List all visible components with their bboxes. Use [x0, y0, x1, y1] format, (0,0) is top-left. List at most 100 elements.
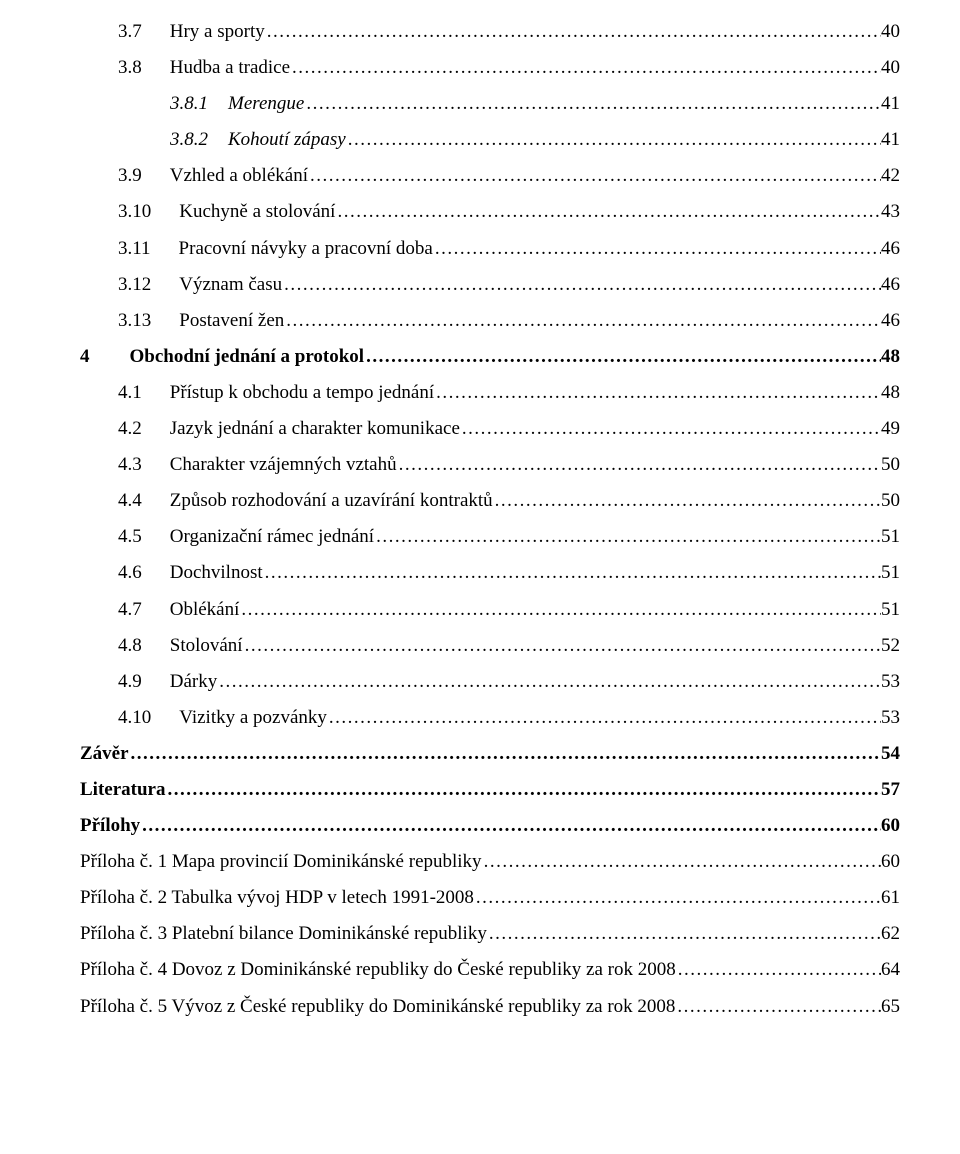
- toc-number: 3.8: [118, 50, 142, 86]
- toc-number: 4.10: [118, 700, 151, 736]
- toc-entry: Příloha č. 5 Vývoz z České republiky do …: [80, 989, 900, 1025]
- toc-leader-dots: [397, 447, 881, 483]
- toc-label: 3.8.1Merengue: [170, 86, 304, 122]
- toc-page-number: 61: [881, 880, 900, 916]
- toc-page-number: 51: [881, 592, 900, 628]
- toc-entry: 4.8Stolování 52: [80, 628, 900, 664]
- toc-title: Dárky: [170, 664, 217, 700]
- toc-number: 4.7: [118, 592, 142, 628]
- table-of-contents: 3.7Hry a sporty403.8Hudba a tradice403.8…: [80, 14, 900, 1025]
- toc-page-number: 51: [881, 519, 900, 555]
- toc-title: Charakter vzájemných vztahů: [170, 447, 397, 483]
- toc-page-number: 50: [881, 447, 900, 483]
- toc-title: Příloha č. 2 Tabulka vývoj HDP v letech …: [80, 880, 474, 916]
- toc-label: Příloha č. 1 Mapa provincií Dominikánské…: [80, 844, 482, 880]
- toc-entry: 4.3Charakter vzájemných vztahů 50: [80, 447, 900, 483]
- toc-page-number: 51: [881, 555, 900, 591]
- toc-label: Přílohy: [80, 808, 140, 844]
- toc-title: Příloha č. 5 Vývoz z České republiky do …: [80, 989, 675, 1025]
- toc-label: 3.12Význam času: [118, 267, 282, 303]
- toc-entry: 4Obchodní jednání a protokol48: [80, 339, 900, 375]
- toc-title: Hry a sporty: [170, 14, 265, 50]
- toc-page-number: 52: [881, 628, 900, 664]
- toc-label: Příloha č. 3 Platební bilance Dominikáns…: [80, 916, 487, 952]
- toc-number: 3.8.2: [170, 122, 208, 158]
- toc-entry: 4.7 Oblékání 51: [80, 592, 900, 628]
- toc-leader-dots: [243, 628, 881, 664]
- toc-entry: 3.7 Hry a sporty 40: [80, 14, 900, 50]
- toc-leader-dots: [364, 339, 881, 375]
- toc-title: Oblékání: [170, 592, 240, 628]
- toc-page-number: 42: [881, 158, 900, 194]
- toc-label: 4.3Charakter vzájemných vztahů: [118, 447, 397, 483]
- toc-entry: Příloha č. 2 Tabulka vývoj HDP v letech …: [80, 880, 900, 916]
- toc-leader-dots: [487, 916, 881, 952]
- toc-leader-dots: [165, 772, 881, 808]
- toc-page-number: 40: [881, 14, 900, 50]
- toc-leader-dots: [460, 411, 881, 447]
- toc-number: 4.4: [118, 483, 142, 519]
- toc-page-number: 46: [881, 303, 900, 339]
- toc-leader-dots: [346, 122, 881, 158]
- toc-page-number: 50: [881, 483, 900, 519]
- toc-label: 3.8 Hudba a tradice: [118, 50, 290, 86]
- toc-number: 3.10: [118, 194, 151, 230]
- toc-title: Způsob rozhodování a uzavírání kontraktů: [170, 483, 493, 519]
- toc-label: 4.1 Přístup k obchodu a tempo jednání: [118, 375, 434, 411]
- toc-label: 4.6 Dochvilnost: [118, 555, 263, 591]
- toc-label: 4.5Organizační rámec jednání: [118, 519, 374, 555]
- toc-title: Literatura: [80, 772, 165, 808]
- toc-label: 4Obchodní jednání a protokol: [80, 339, 364, 375]
- toc-label: 4.2Jazyk jednání a charakter komunikace: [118, 411, 460, 447]
- toc-title: Přístup k obchodu a tempo jednání: [170, 375, 434, 411]
- toc-title: Dochvilnost: [170, 555, 263, 591]
- toc-label: 4.7 Oblékání: [118, 592, 239, 628]
- toc-page-number: 40: [881, 50, 900, 86]
- toc-entry: Přílohy 60: [80, 808, 900, 844]
- toc-leader-dots: [675, 989, 881, 1025]
- toc-title: Hudba a tradice: [170, 50, 290, 86]
- toc-page-number: 54: [881, 736, 900, 772]
- toc-leader-dots: [239, 592, 881, 628]
- toc-label: Literatura: [80, 772, 165, 808]
- toc-title: Postavení žen: [179, 303, 284, 339]
- toc-number: 4.1: [118, 375, 142, 411]
- toc-label: 3.8.2 Kohoutí zápasy: [170, 122, 346, 158]
- toc-page-number: 43: [881, 194, 900, 230]
- toc-title: Kohoutí zápasy: [228, 122, 346, 158]
- toc-leader-dots: [290, 50, 881, 86]
- toc-label: Příloha č. 2 Tabulka vývoj HDP v letech …: [80, 880, 474, 916]
- toc-leader-dots: [304, 86, 881, 122]
- toc-number: 3.11: [118, 231, 151, 267]
- toc-title: Příloha č. 3 Platební bilance Dominikáns…: [80, 916, 487, 952]
- toc-page-number: 60: [881, 808, 900, 844]
- toc-leader-dots: [434, 375, 881, 411]
- toc-leader-dots: [129, 736, 881, 772]
- toc-entry: Příloha č. 4 Dovoz z Dominikánské republ…: [80, 952, 900, 988]
- toc-entry: 3.11Pracovní návyky a pracovní doba46: [80, 231, 900, 267]
- toc-label: 4.8Stolování: [118, 628, 243, 664]
- toc-number: 3.7: [118, 14, 142, 50]
- toc-page-number: 41: [881, 86, 900, 122]
- toc-entry: 4.2Jazyk jednání a charakter komunikace 4…: [80, 411, 900, 447]
- toc-label: Příloha č. 5 Vývoz z České republiky do …: [80, 989, 675, 1025]
- toc-label: 3.7 Hry a sporty: [118, 14, 265, 50]
- toc-label: 3.9Vzhled a oblékání: [118, 158, 308, 194]
- toc-entry: 3.8.2 Kohoutí zápasy 41: [80, 122, 900, 158]
- toc-title: Význam času: [179, 267, 282, 303]
- toc-page-number: 48: [881, 375, 900, 411]
- toc-page-number: 46: [881, 267, 900, 303]
- toc-page-number: 53: [881, 664, 900, 700]
- toc-label: 3.11 Pracovní návyky a pracovní doba: [118, 231, 433, 267]
- toc-title: Jazyk jednání a charakter komunikace: [170, 411, 460, 447]
- toc-title: Pracovní návyky a pracovní doba: [179, 231, 433, 267]
- toc-page-number: 64: [881, 952, 900, 988]
- toc-number: 4: [80, 339, 90, 375]
- toc-number: 4.6: [118, 555, 142, 591]
- toc-entry: Příloha č. 1 Mapa provincií Dominikánské…: [80, 844, 900, 880]
- toc-label: Závěr: [80, 736, 129, 772]
- toc-entry: 3.8 Hudba a tradice 40: [80, 50, 900, 86]
- toc-title: Organizační rámec jednání: [170, 519, 374, 555]
- toc-page-number: 49: [881, 411, 900, 447]
- toc-page-number: 41: [881, 122, 900, 158]
